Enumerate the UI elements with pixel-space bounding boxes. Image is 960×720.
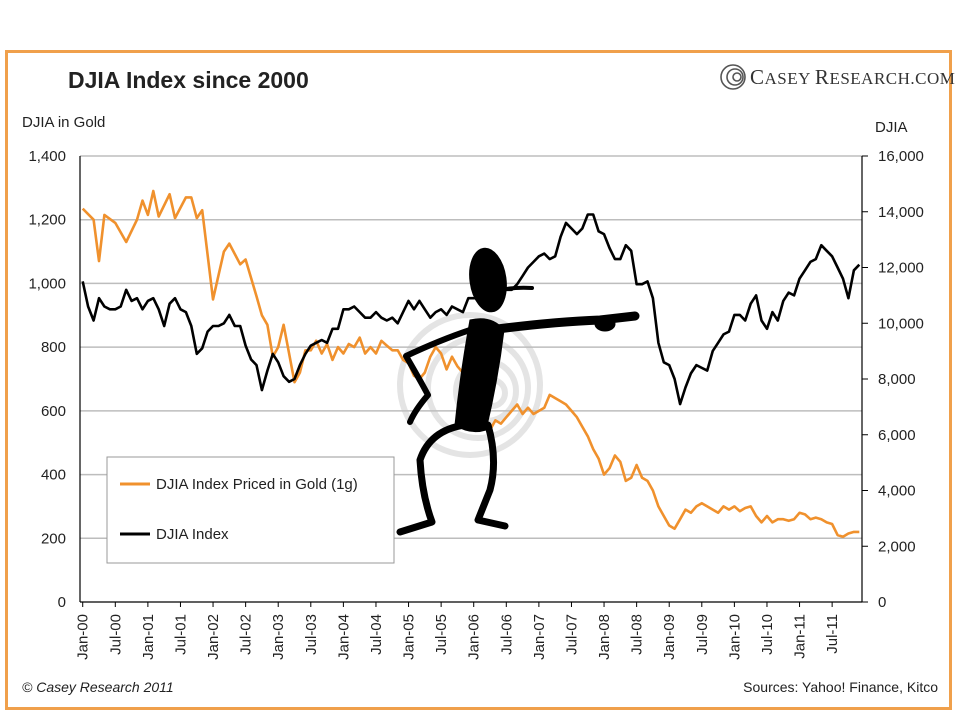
y-tick-right-label: 8,000: [878, 371, 916, 388]
x-tick-label: Jul-03: [303, 614, 320, 655]
casey-research-logo: CASEY RESEARCH.COM: [720, 64, 955, 90]
y-tick-left-label: 200: [41, 530, 66, 547]
x-tick-label: Jan-09: [661, 614, 678, 660]
y-tick-left-label: 400: [41, 467, 66, 484]
x-tick-label: Jul-09: [694, 614, 711, 655]
x-tick-label: Jul-00: [107, 614, 124, 655]
y-tick-right-label: 10,000: [878, 315, 924, 332]
axes: 0 200 400 600 800 1,000 1,200 1,400 0 2,000 4,000 6…: [28, 148, 923, 660]
x-tick-label: Jan-04: [335, 614, 352, 660]
x-tick-label: Jul-02: [238, 614, 255, 655]
logo-text-asey: ASEY: [765, 69, 811, 88]
chart-title: DJIA Index since 2000: [68, 67, 309, 93]
y-tick-right-label: 14,000: [878, 204, 924, 221]
logo-text-c: C: [750, 65, 765, 89]
x-tick-label: Jul-10: [759, 614, 776, 655]
legend-label-gold: DJIA Index Priced in Gold (1g): [156, 476, 358, 493]
series-layer: [81, 189, 861, 539]
x-tick-label: Jul-08: [629, 614, 646, 655]
x-tick-label: Jan-00: [75, 614, 92, 660]
y-tick-right-label: 4,000: [878, 483, 916, 500]
legend-box: [106, 456, 395, 564]
logo-text-r: R: [815, 65, 830, 89]
legend: DJIA Index Priced in Gold (1g) DJIA Inde…: [106, 456, 395, 564]
y-tick-left-label: 0: [58, 594, 66, 611]
y-tick-left-label: 1,200: [28, 212, 66, 229]
y-axis-left-title: DJIA in Gold: [22, 114, 105, 131]
x-tick-label: Jul-11: [824, 614, 841, 654]
x-tick-label: Jan-03: [270, 614, 287, 660]
y-tick-right-label: 6,000: [878, 427, 916, 444]
x-tick-label: Jan-05: [401, 614, 418, 660]
x-tick-label: Jan-08: [596, 614, 613, 660]
y-tick-left-label: 1,400: [28, 148, 66, 165]
x-tick-label: Jan-10: [726, 614, 743, 660]
x-tick-label: Jul-06: [498, 614, 515, 655]
x-tick-label: Jul-07: [563, 614, 580, 655]
y-tick-left-label: 1,000: [28, 275, 66, 292]
legend-label-djia: DJIA Index: [156, 526, 229, 543]
logo-text-esearch: ESEARCH.COM: [829, 69, 955, 88]
y-tick-right-label: 16,000: [878, 148, 924, 165]
x-tick-label: Jan-06: [466, 614, 483, 660]
series-line-gold: [81, 189, 860, 539]
series-line-djia: [81, 213, 861, 406]
x-tick-label: Jul-01: [172, 614, 189, 655]
stick-figure-pointing-icon: [396, 247, 640, 536]
x-tick-label: Jul-05: [433, 614, 450, 655]
x-tick-label: Jan-02: [205, 614, 222, 660]
x-tick-label: Jul-04: [368, 614, 385, 655]
spiral-logo-icon: [720, 64, 746, 90]
y-tick-left-label: 800: [41, 339, 66, 356]
x-tick-label: Jan-11: [792, 614, 809, 659]
y-tick-right-label: 0: [878, 594, 886, 611]
y-tick-right-label: 12,000: [878, 260, 924, 277]
y-tick-left-label: 600: [41, 403, 66, 420]
copyright-text: © Casey Research 2011: [22, 679, 174, 695]
y-tick-right-label: 2,000: [878, 538, 916, 555]
x-tick-label: Jan-01: [140, 614, 157, 660]
x-tick-label: Jan-07: [531, 614, 548, 660]
y-axis-right-title: DJIA: [875, 119, 908, 136]
sources-text: Sources: Yahoo! Finance, Kitco: [743, 679, 938, 695]
